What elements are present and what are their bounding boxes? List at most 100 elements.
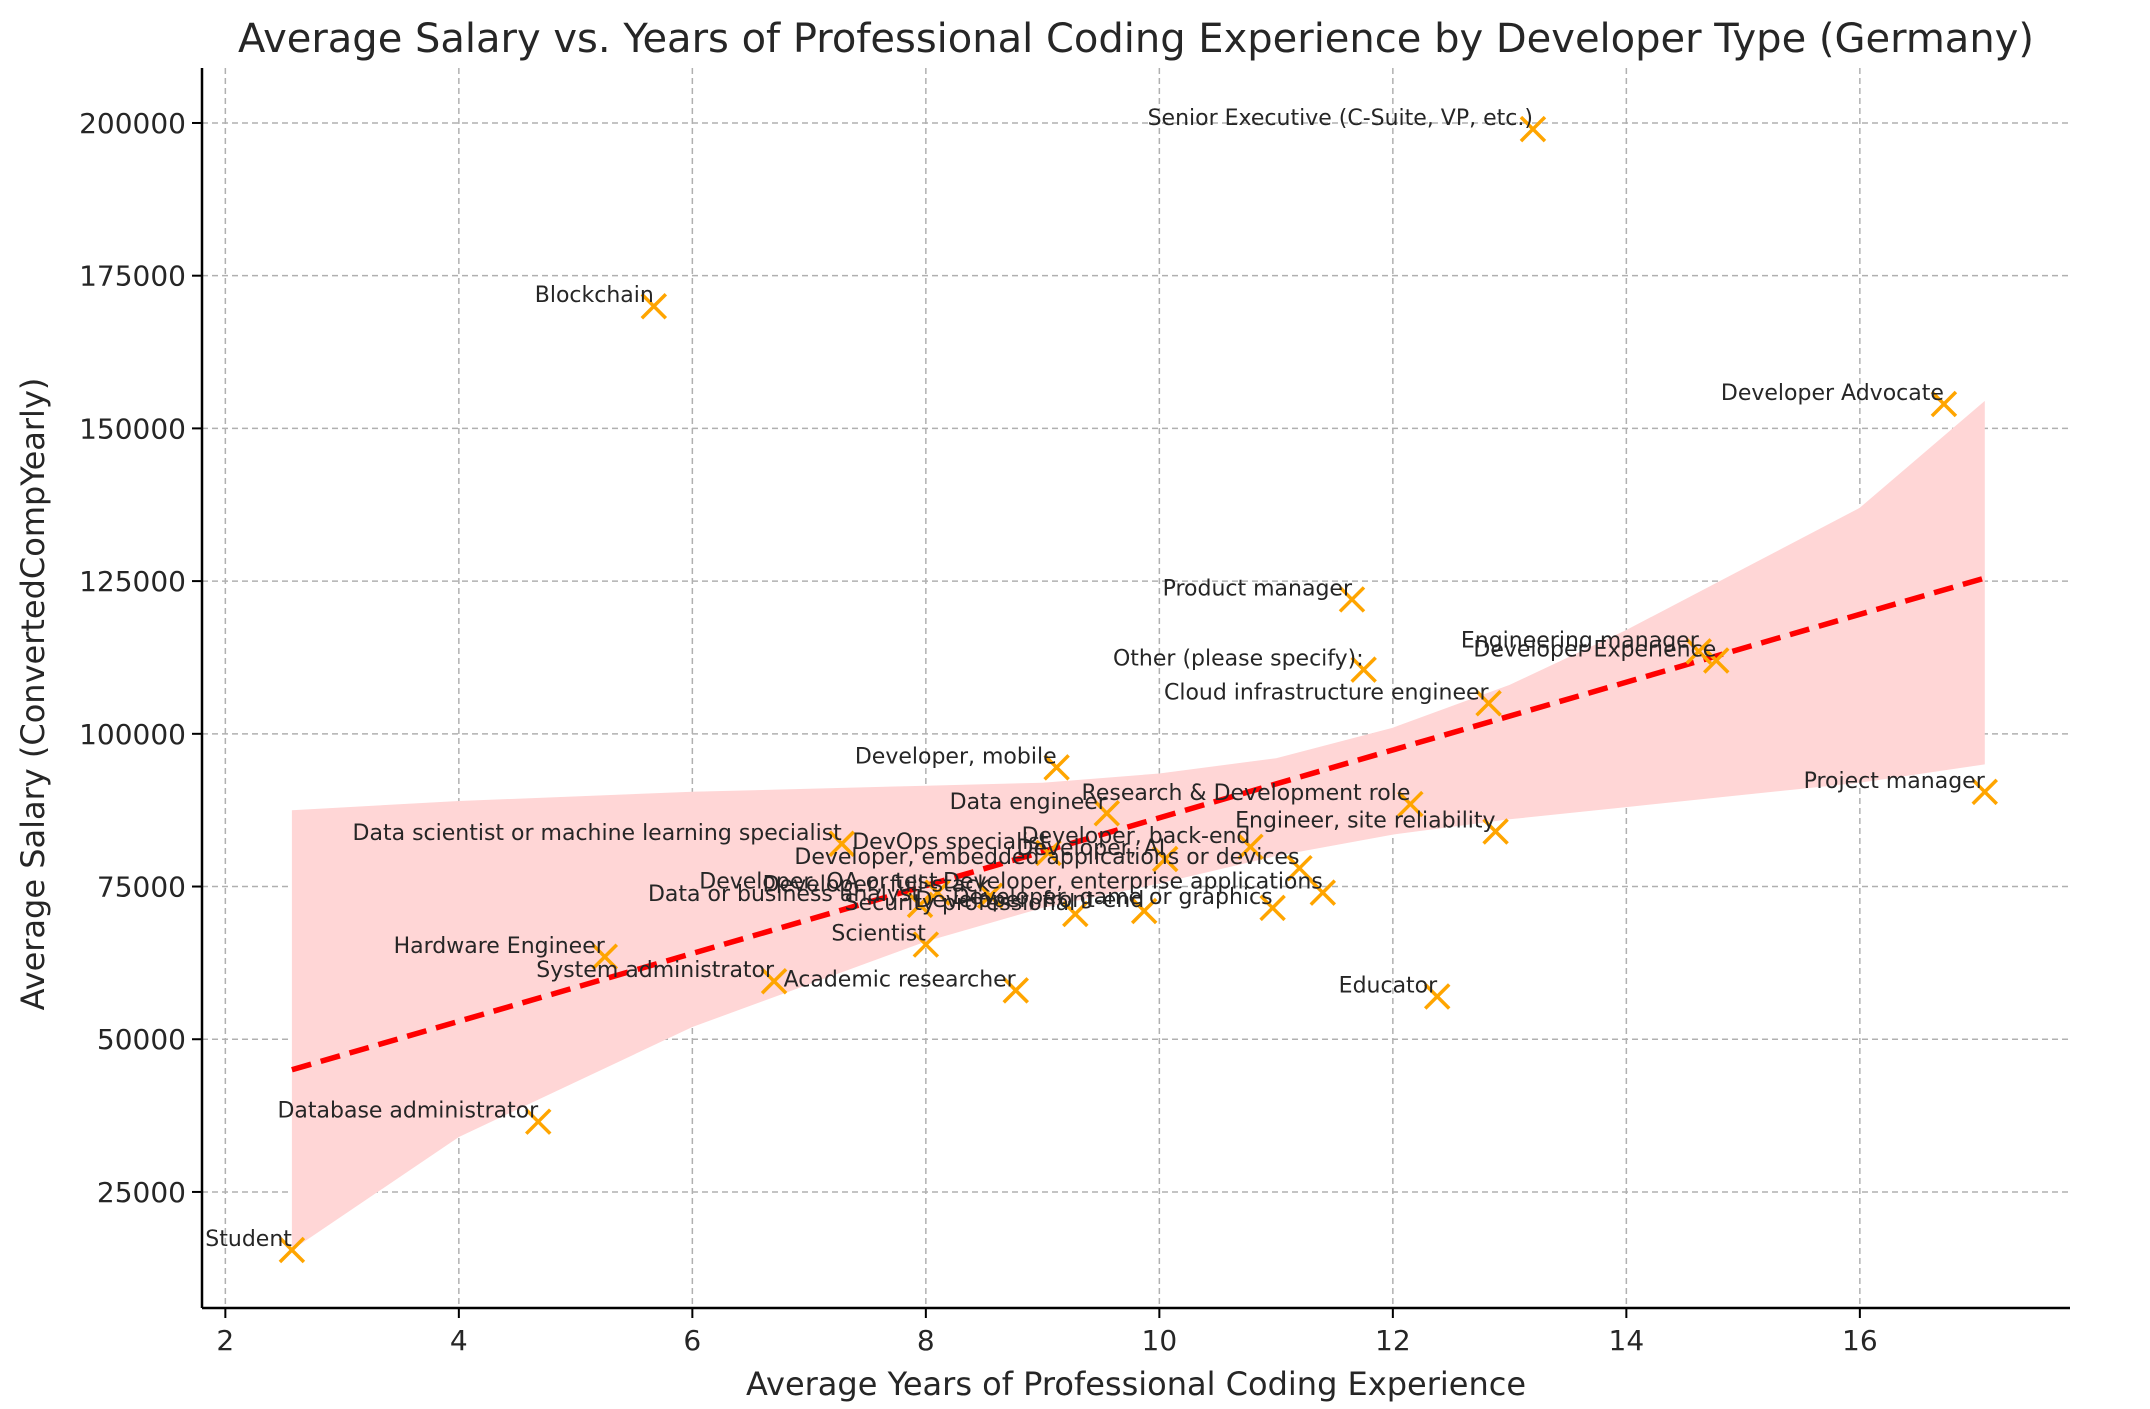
marker-stroke	[1151, 845, 1179, 873]
x-tick-label: 2	[216, 1324, 234, 1357]
marker-stroke	[640, 292, 668, 320]
data-point-marker	[1237, 833, 1264, 861]
point-label: Engineer, site reliability	[1235, 809, 1495, 834]
point-labels: Senior Executive (C-Suite, VP, etc.) Bloc…	[205, 106, 1985, 1252]
marker-stroke	[591, 943, 619, 971]
x-tick-label: 4	[450, 1324, 468, 1357]
point-label: Student	[205, 1227, 292, 1252]
point-label: Security professional	[845, 891, 1076, 916]
marker-stroke	[828, 830, 856, 858]
marker-stroke	[1685, 638, 1712, 665]
point-label: Developer, back-end	[1022, 824, 1251, 849]
data-point-marker	[1002, 977, 1029, 1004]
point-label: DevOps specialist	[852, 830, 1049, 855]
point-label: Project manager	[1804, 769, 1986, 794]
data-point-marker	[912, 931, 940, 958]
data-point-marker	[1309, 879, 1337, 906]
point-label: Product manager	[1163, 576, 1353, 601]
data-point-marker	[525, 1108, 552, 1135]
point-label: Developer Experience	[1473, 638, 1716, 663]
point-label: Cloud infrastructure engineer	[1164, 680, 1490, 705]
marker-stroke	[1093, 799, 1121, 827]
marker-stroke	[1519, 115, 1547, 143]
data-point-marker	[1482, 818, 1509, 845]
axes: 2 4 6 8 10 12 14 16 25000 50000 75000 100000 125000 1…	[79, 68, 2070, 1357]
x-tick-label: 6	[683, 1324, 701, 1357]
marker-stroke	[1930, 390, 1958, 418]
data-point-marker	[640, 292, 668, 320]
marker-stroke	[1703, 647, 1730, 674]
point-label: Developer, embedded applications or devi…	[794, 845, 1299, 870]
marker-stroke	[1350, 656, 1377, 683]
point-label: Hardware Engineer	[394, 934, 606, 959]
marker-stroke	[1475, 690, 1502, 717]
data-point-marker	[1093, 799, 1121, 827]
y-tick-label: 125000	[79, 565, 186, 598]
marker-stroke	[1482, 818, 1509, 845]
point-label: Data or business analyst	[648, 882, 920, 907]
data-point-marker	[1685, 638, 1712, 665]
point-label: Developer, enterprise applications	[943, 870, 1323, 895]
data-points	[278, 115, 1999, 1264]
data-point-marker	[906, 891, 934, 919]
data-point-marker	[1397, 790, 1424, 818]
y-tick-label: 175000	[79, 260, 186, 293]
marker-stroke	[976, 882, 1004, 909]
data-point-marker	[828, 830, 856, 858]
marker-stroke	[906, 891, 934, 919]
y-tick-label: 200000	[79, 107, 186, 140]
data-point-marker	[1519, 115, 1547, 143]
data-point-marker	[1350, 656, 1377, 683]
x-tick-label: 16	[1842, 1324, 1878, 1357]
marker-stroke	[1062, 900, 1089, 928]
data-point-marker	[1286, 854, 1313, 882]
point-label: Developer, full-stack	[763, 873, 991, 898]
point-label: Developer, AI	[1017, 836, 1166, 861]
data-point-marker	[1130, 897, 1158, 925]
data-point-marker	[1930, 390, 1958, 418]
marker-stroke	[1309, 879, 1337, 906]
marker-stroke	[924, 879, 951, 906]
x-tick-label: 14	[1609, 1324, 1645, 1357]
point-label: Developer Advocate	[1721, 381, 1944, 406]
y-tick-label: 75000	[97, 871, 186, 904]
data-point-marker	[1062, 900, 1089, 928]
point-label: Other (please specify):	[1113, 647, 1364, 672]
point-label: Scientist	[831, 922, 926, 947]
data-point-marker	[1338, 586, 1366, 613]
marker-stroke	[525, 1108, 552, 1135]
y-tick-label: 100000	[79, 718, 186, 751]
point-label: Academic researcher	[784, 967, 1017, 992]
data-point-marker	[924, 879, 951, 906]
data-point-marker	[1043, 754, 1070, 781]
data-point-marker	[976, 882, 1004, 909]
y-tick-label: 50000	[97, 1023, 186, 1056]
marker-stroke	[912, 931, 940, 958]
x-tick-label: 8	[917, 1324, 935, 1357]
point-label: Research & Development role	[1082, 781, 1411, 806]
chart-title: Average Salary vs. Years of Professional…	[238, 16, 2034, 62]
y-tick-label: 25000	[97, 1176, 186, 1209]
marker-stroke	[1286, 854, 1313, 882]
marker-stroke	[1423, 983, 1451, 1010]
marker-stroke	[760, 967, 788, 995]
data-point-marker	[1259, 894, 1286, 922]
marker-stroke	[1237, 833, 1264, 861]
data-point-marker	[1423, 983, 1451, 1010]
regression-line	[291, 575, 1986, 1073]
data-point-marker	[760, 967, 788, 995]
data-point-marker	[1035, 839, 1062, 867]
x-tick-label: 12	[1375, 1324, 1411, 1357]
point-label: Educator	[1339, 973, 1438, 998]
marker-stroke	[1035, 839, 1062, 867]
data-point-marker	[1971, 778, 1999, 806]
point-label: Developer, game or graphics	[952, 885, 1272, 910]
point-label: Developer, front-end	[915, 888, 1144, 913]
x-axis-label: Average Years of Professional Coding Exp…	[746, 1365, 1526, 1403]
data-point-marker	[1703, 647, 1730, 674]
point-label: Blockchain	[535, 283, 654, 308]
y-tick-label: 150000	[79, 412, 186, 445]
point-label: System administrator	[536, 958, 775, 983]
marker-stroke	[1130, 897, 1158, 925]
